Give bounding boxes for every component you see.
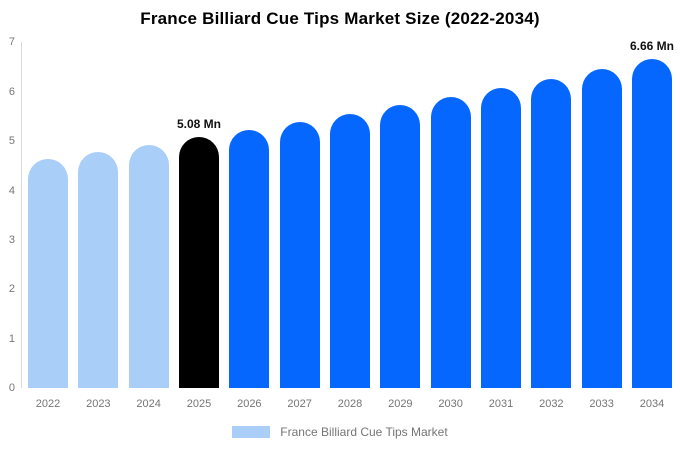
bar-2032 — [531, 78, 572, 388]
x-tick-2023: 2023 — [86, 398, 111, 410]
x-tick-2026: 2026 — [237, 398, 262, 410]
x-tick-2034: 2034 — [639, 398, 665, 410]
y-tick-7: 7 — [8, 36, 15, 49]
x-tick-2033: 2033 — [589, 398, 614, 410]
value-label-2034: 6.66 Mn — [629, 39, 674, 54]
x-tick-2025: 2025 — [186, 398, 212, 410]
y-tick-6: 6 — [8, 85, 15, 98]
legend-label: France Billiard Cue Tips Market — [280, 425, 448, 439]
x-tick-2032: 2032 — [539, 398, 564, 410]
y-tick-3: 3 — [8, 233, 15, 246]
x-tick-2022: 2022 — [35, 398, 61, 410]
bar-2034 — [631, 59, 672, 388]
plot-area: 0 1 2 3 4 5 6 7 5.08 Mn 6.66 Mn 2022 2023 2024 2025… — [8, 36, 674, 410]
y-tick-0: 0 — [8, 382, 15, 394]
legend: France Billiard Cue Tips Market — [0, 421, 680, 443]
bar-2022 — [28, 158, 68, 388]
y-tick-2: 2 — [8, 283, 15, 296]
x-tick-2028: 2028 — [337, 398, 363, 410]
bar-2026 — [229, 129, 270, 388]
y-tick-1: 1 — [8, 332, 15, 345]
bar-2025 — [178, 137, 219, 388]
x-tick-2029: 2029 — [388, 398, 413, 410]
chart-title: France Billiard Cue Tips Market Size (20… — [140, 9, 540, 28]
bar-2027 — [279, 121, 320, 388]
bar-2033 — [581, 69, 622, 388]
y-tick-4: 4 — [8, 184, 15, 197]
y-axis-line — [21, 42, 22, 388]
bar-2030 — [430, 96, 471, 388]
value-label-2025: 5.08 Mn — [176, 117, 221, 132]
bar-2023 — [78, 152, 119, 388]
legend-swatch — [232, 426, 271, 438]
x-tick-2024: 2024 — [136, 398, 161, 410]
x-tick-2027: 2027 — [287, 398, 312, 410]
bar-2024 — [128, 144, 169, 388]
bar-2028 — [329, 113, 370, 388]
bar-2031 — [480, 87, 521, 388]
bar-2029 — [380, 105, 421, 388]
y-tick-5: 5 — [8, 135, 15, 148]
x-tick-2030: 2030 — [438, 398, 463, 410]
x-tick-2031: 2031 — [488, 398, 514, 410]
